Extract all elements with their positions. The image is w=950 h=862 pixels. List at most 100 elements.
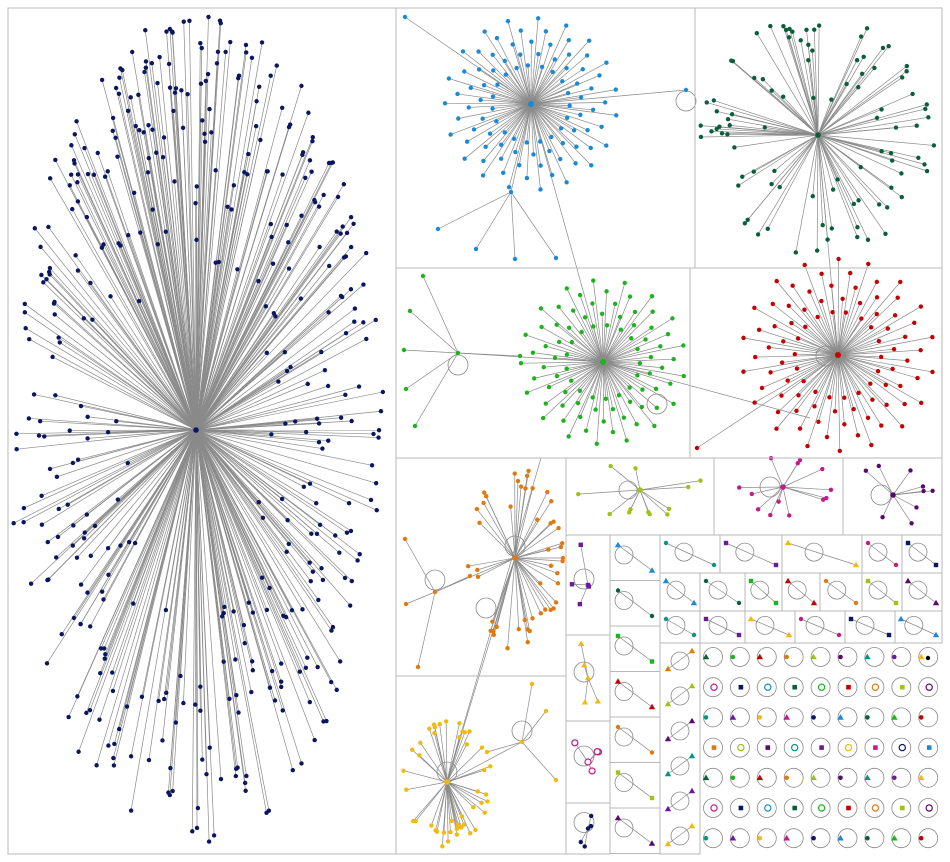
node [781, 23, 786, 29]
node [711, 98, 717, 103]
edge [417, 591, 436, 668]
node [774, 278, 779, 284]
edge [195, 268, 290, 431]
node [488, 764, 493, 769]
node [314, 416, 320, 421]
node [853, 600, 859, 606]
edge [195, 429, 377, 511]
edge [556, 361, 604, 377]
node [558, 126, 564, 131]
edge [446, 731, 470, 783]
node [543, 708, 549, 714]
node [855, 225, 860, 230]
edge [446, 781, 476, 831]
node [52, 312, 57, 317]
node [608, 463, 613, 469]
node [819, 271, 824, 277]
edge [817, 134, 934, 146]
node [918, 715, 924, 720]
edge [195, 429, 334, 628]
node [307, 560, 312, 565]
node [575, 81, 580, 86]
node [229, 207, 234, 212]
edge [817, 134, 859, 201]
node [317, 522, 323, 527]
node [784, 654, 789, 660]
edge [592, 303, 604, 363]
edge [446, 557, 516, 783]
self-loop [891, 828, 912, 849]
edge [162, 429, 197, 741]
node [567, 103, 572, 108]
node [820, 466, 825, 472]
edge [837, 354, 905, 405]
node [538, 611, 544, 616]
node [475, 789, 480, 794]
node [481, 82, 487, 88]
node [537, 139, 543, 144]
edge [516, 67, 532, 105]
edge [405, 352, 459, 390]
node [75, 457, 81, 462]
node [765, 226, 770, 231]
node [82, 145, 87, 151]
node [198, 81, 204, 86]
node [443, 719, 449, 724]
edge [665, 580, 695, 604]
edge [195, 429, 340, 554]
node [203, 78, 209, 84]
edge [448, 78, 532, 105]
node [56, 335, 61, 340]
edge [837, 354, 918, 379]
edge [837, 354, 903, 427]
node [288, 364, 293, 370]
node [848, 616, 854, 622]
node [524, 390, 530, 395]
edge [562, 361, 604, 406]
edge [118, 243, 197, 431]
node [552, 57, 557, 62]
node [250, 659, 255, 664]
edge [545, 345, 604, 363]
node [530, 350, 536, 355]
node [267, 585, 272, 591]
edge [195, 429, 323, 449]
edge [477, 557, 516, 578]
node [863, 468, 869, 473]
node [36, 433, 42, 438]
self-loop [703, 767, 723, 788]
node [21, 505, 27, 511]
self-loop [868, 542, 888, 562]
edge [812, 134, 819, 197]
node [266, 808, 272, 813]
node [564, 352, 570, 357]
edge [584, 677, 589, 703]
node [321, 719, 326, 724]
edge [195, 321, 355, 431]
self-loop [918, 707, 939, 728]
node [844, 81, 849, 87]
node [920, 484, 926, 489]
node [575, 401, 581, 406]
edge [817, 134, 855, 205]
node [564, 180, 569, 185]
node [441, 830, 447, 835]
node [256, 278, 261, 284]
self-loop [756, 767, 777, 788]
node [54, 555, 59, 560]
edge [782, 96, 819, 136]
node [755, 232, 761, 237]
edge [195, 429, 287, 618]
node [207, 106, 212, 112]
node [335, 194, 341, 200]
edge [755, 354, 839, 358]
node [564, 115, 570, 120]
node [511, 136, 517, 141]
edge [68, 429, 197, 718]
node [553, 777, 559, 783]
edge [667, 650, 693, 670]
node [535, 16, 541, 21]
node [925, 683, 933, 691]
node [166, 61, 172, 67]
node [585, 582, 591, 588]
